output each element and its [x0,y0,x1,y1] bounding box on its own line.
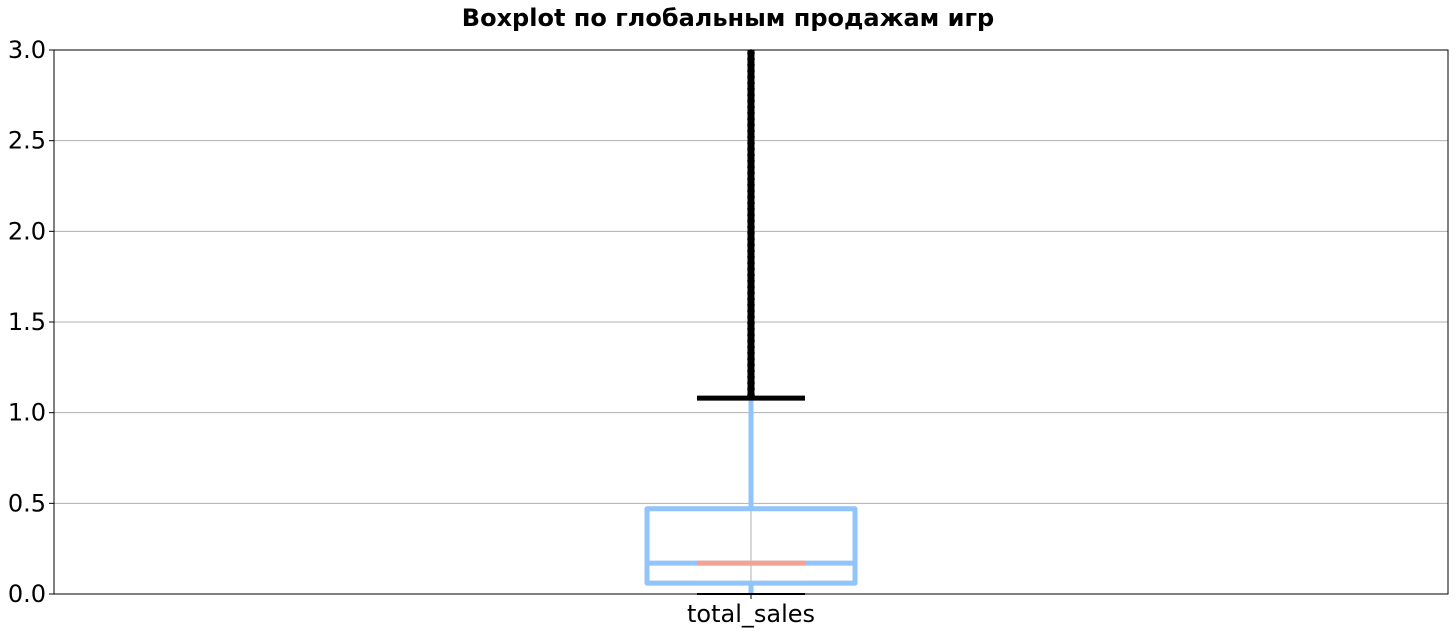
box-body [644,506,858,586]
axes: 0.0 0.5 1.0 1.5 2.0 2.5 3.0 total_sales [8,36,815,628]
y-tick-label: 1.0 [8,399,46,427]
y-tick-label: 0.0 [8,580,46,608]
y-tick-label: 2.0 [8,217,46,245]
y-tick-label: 0.5 [8,489,46,517]
chart-title: Boxplot по глобальным продажам игр [461,4,995,32]
box-group [644,49,858,595]
x-tick-label: total_sales [687,600,815,628]
y-tick-label: 2.5 [8,127,46,155]
y-tick-label: 3.0 [8,36,46,64]
outlier-point [747,391,755,399]
y-tick-label: 1.5 [8,308,46,336]
